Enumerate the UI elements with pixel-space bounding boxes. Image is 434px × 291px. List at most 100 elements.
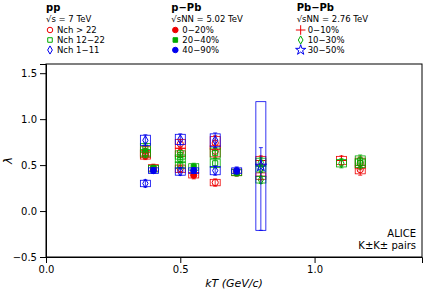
point <box>212 179 218 185</box>
systematic-box <box>175 155 185 162</box>
point <box>143 136 148 145</box>
error-bar <box>178 168 182 175</box>
error-bar <box>339 159 343 168</box>
legend-symbol <box>298 36 303 44</box>
point <box>191 168 197 174</box>
y-tick-mark <box>40 211 46 212</box>
legend-group: p−Pb√sNN = 5.02 TeV0−20%20−40%40−90% <box>171 2 243 55</box>
series <box>255 155 346 181</box>
point <box>178 167 183 176</box>
annotations: ALICEK±K± pairs <box>358 228 416 251</box>
legend-label: 30−50% <box>308 45 345 55</box>
x-axis-title: kT (GeV/c) <box>205 277 263 290</box>
legend-symbol <box>296 25 306 35</box>
x-tick: 1.0 <box>307 257 323 275</box>
series <box>140 136 365 187</box>
legend-group-title: Pb−Pb <box>297 2 334 13</box>
y-tick: 0.5 <box>21 160 46 171</box>
x-tick: 0.0 <box>39 257 55 275</box>
x-tick-label: 0.5 <box>173 264 189 275</box>
legend-group: Pb−Pb√sNN = 2.76 TeV0−10%10−30%30−50% <box>296 2 369 55</box>
legend-symbol <box>173 47 179 53</box>
plot-frame <box>46 64 422 257</box>
point <box>255 160 266 171</box>
legend-group-subtitle: √sNN = 2.76 TeV <box>297 14 369 24</box>
y-tick: 1.0 <box>21 114 46 125</box>
x-tick: 0.5 <box>173 257 189 275</box>
point <box>150 168 156 174</box>
chart: 0.00.51.0−0.50.00.51.01.5kT (GeV/c)λpp√s… <box>0 0 434 291</box>
y-tick: 1.5 <box>21 68 46 79</box>
legend: pp√s = 7 TeVNch > 22Nch 12−22Nch 1−11 p−P… <box>46 2 368 55</box>
y-tick-mark <box>40 165 46 166</box>
legend-group-title: pp <box>46 2 60 13</box>
y-tick-mark <box>40 257 46 258</box>
legend-label: 0−10% <box>308 25 339 35</box>
point <box>339 159 344 168</box>
chart-container: 0.00.51.0−0.50.00.51.01.5kT (GeV/c)λpp√s… <box>0 0 434 291</box>
y-tick-mark <box>40 73 46 74</box>
x-tick-mark <box>315 257 316 263</box>
error-bar <box>143 135 147 146</box>
y-axis-title: λ <box>1 157 15 165</box>
systematic-box <box>336 160 346 167</box>
legend-label: 20−40% <box>182 35 219 45</box>
x-axis: 0.0 0.5 1.0 <box>39 257 423 275</box>
point <box>178 152 183 157</box>
legend-label: Nch 12−22 <box>57 35 105 45</box>
systematic-box <box>140 149 150 156</box>
point <box>178 156 183 161</box>
error-bar <box>213 166 217 175</box>
legend-label: Nch 1−11 <box>57 45 99 55</box>
legend-label: 0−20% <box>182 25 213 35</box>
y-tick-label: 0.5 <box>21 160 37 171</box>
legend-symbol <box>47 27 53 33</box>
annotation: K±K± pairs <box>358 240 416 251</box>
point <box>234 168 240 174</box>
systematic-box <box>189 168 199 174</box>
point <box>213 151 218 156</box>
point <box>143 151 148 156</box>
series <box>140 133 220 188</box>
legend-symbol <box>48 46 53 54</box>
series <box>148 164 241 179</box>
legend-symbol <box>173 38 178 43</box>
systematic-box <box>355 158 365 168</box>
systematic-box <box>210 148 220 158</box>
point <box>213 161 218 166</box>
y-tick-mark <box>40 119 46 120</box>
point <box>143 179 148 188</box>
y-axis-line <box>40 65 47 258</box>
error-bar <box>178 134 182 145</box>
point <box>178 135 183 144</box>
systematic-box <box>175 168 185 175</box>
point <box>213 136 218 145</box>
y-tick-label: 1.0 <box>21 114 37 125</box>
plot-area <box>140 102 365 231</box>
systematic-box <box>256 102 266 231</box>
legend-group-subtitle: √s = 7 TeV <box>46 14 91 24</box>
y-tick-label: 0.0 <box>21 206 37 217</box>
systematic-box <box>148 168 158 174</box>
error-bar <box>143 180 147 187</box>
x-tick-mark <box>180 257 181 263</box>
legend-symbol <box>48 38 53 43</box>
series <box>255 102 266 231</box>
y-tick: 0.0 <box>21 206 46 217</box>
y-axis: −0.5 0.0 0.5 1.0 1.5 <box>13 65 47 263</box>
error-bar <box>213 133 217 148</box>
series <box>140 143 365 169</box>
x-tick-label: 1.0 <box>307 264 323 275</box>
systematic-box <box>232 168 242 174</box>
legend-group: pp√s = 7 TeVNch > 22Nch 12−22Nch 1−11 <box>46 2 105 55</box>
legend-label: Nch > 22 <box>57 25 97 35</box>
y-tick-label: −0.5 <box>13 252 37 263</box>
series <box>148 163 241 176</box>
annotation: ALICE <box>387 228 416 239</box>
legend-group-subtitle: √sNN = 5.02 TeV <box>171 14 243 24</box>
y-tick-label: 1.5 <box>21 68 37 79</box>
point <box>213 166 218 175</box>
systematic-box <box>210 134 220 147</box>
point <box>358 161 363 166</box>
systematic-box <box>175 134 185 144</box>
